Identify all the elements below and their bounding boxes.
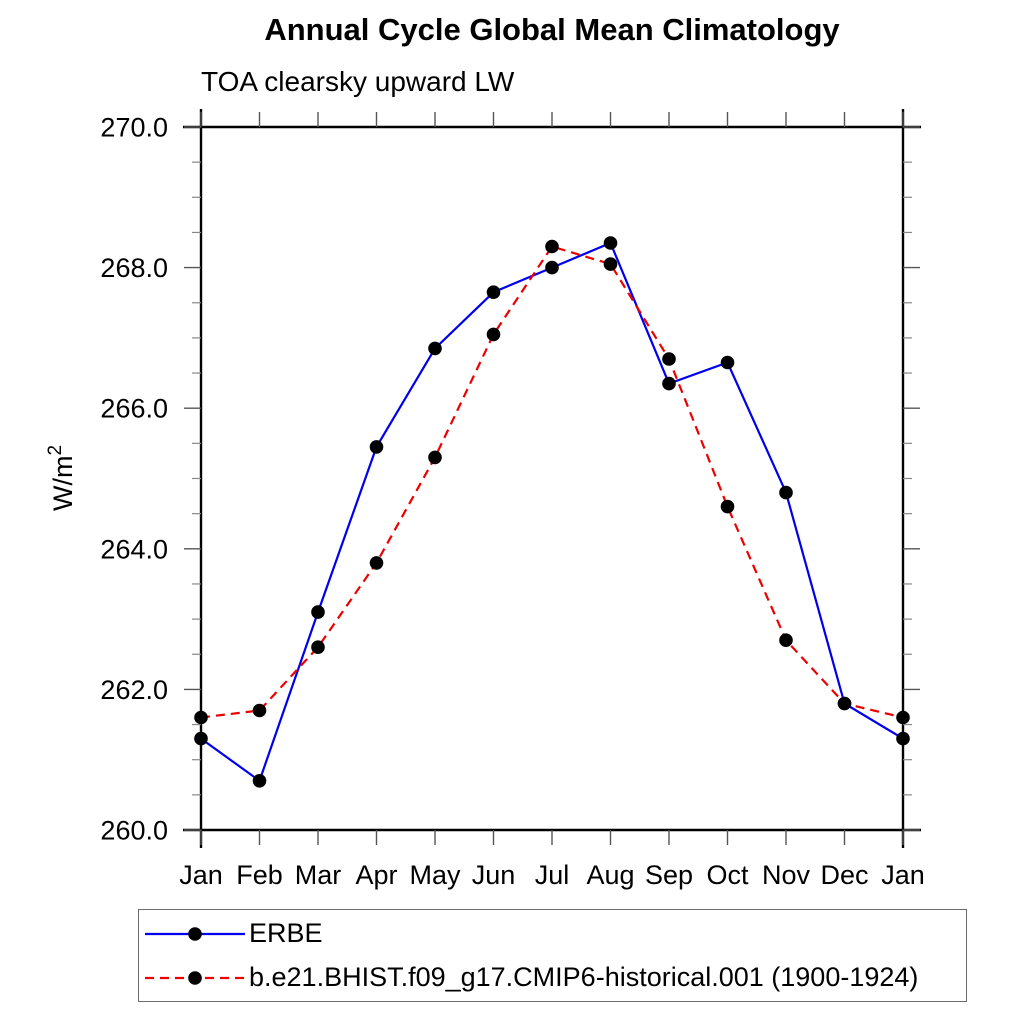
x-tick-label: Jan [179,860,223,890]
data-point-marker [896,731,910,746]
data-point-marker [779,485,793,500]
x-tick-label: Oct [706,860,749,890]
data-point-marker [486,327,501,342]
x-tick-label: May [409,860,461,890]
legend: ERBE b.e21.BHIST.f09_g17.CMIP6-historica… [138,909,967,1002]
x-tick-label: Apr [355,860,397,890]
y-axis-title: W/m2 [45,445,78,511]
data-point-marker [369,440,384,454]
y-axis-tick-labels: 260.0 262.0 264.0 266.0 268.0 270.0 [100,113,168,846]
data-point-marker [194,731,208,746]
x-tick-label: Feb [236,860,283,890]
data-point-marker [603,257,618,271]
data-point-marker [896,710,910,725]
data-point-marker [428,341,442,356]
legend-item-model: b.e21.BHIST.f09_g17.CMIP6-historical.001… [144,958,966,998]
chart-subtitle: TOA clearsky upward LW [201,66,515,97]
data-point-marker [311,640,325,654]
series-erbe [200,241,904,783]
data-point-marker [603,236,618,250]
data-point-marker [252,703,267,718]
y-tick-label: 268.0 [100,253,168,283]
x-axis-tick-labels: Jan Feb Mar Apr May Jun Jul Aug Sep Oct Nov Dec Jan [179,860,925,890]
data-point-marker [662,376,676,391]
y-axis-ticks [184,126,920,831]
data-point-marker [252,774,267,788]
data-point-marker [194,710,208,725]
data-point-marker [779,633,793,647]
data-point-marker [311,605,325,619]
legend-label-model: b.e21.BHIST.f09_g17.CMIP6-historical.001… [249,962,919,992]
x-tick-label: Jan [881,860,925,890]
axis-frame [183,109,921,848]
x-tick-label: Sep [645,860,693,890]
legend-label-erbe: ERBE [249,918,323,948]
data-point-marker [720,499,735,514]
series-markers-erbe [194,236,910,788]
legend-item-erbe: ERBE [144,914,966,954]
y-tick-label: 264.0 [100,534,168,564]
x-axis-ticks [200,112,904,845]
legend-sample-solid-line [145,926,245,941]
x-tick-label: Nov [762,860,811,890]
y-axis-title-text: W/m2 [45,445,78,511]
data-point-marker [720,355,735,370]
y-tick-label: 262.0 [100,675,168,705]
legend-marker-icon [188,926,202,941]
data-point-marker [662,352,676,366]
x-tick-label: Mar [295,860,342,890]
data-point-marker [837,696,852,711]
y-tick-label: 266.0 [100,394,168,424]
legend-sample-dashed-line [145,970,245,985]
data-point-marker [486,285,501,300]
x-tick-label: Jun [472,860,516,890]
y-tick-label: 270.0 [100,113,168,143]
legend-marker-icon [188,970,202,985]
series-markers-model [194,239,910,725]
y-tick-label: 260.0 [100,816,168,846]
data-point-marker [545,239,559,254]
x-tick-label: Aug [586,860,634,890]
data-point-marker [545,260,559,275]
x-tick-label: Jul [535,860,570,890]
series-line-erbe [200,241,904,783]
data-point-marker [369,556,384,570]
chart-title: Annual Cycle Global Mean Climatology [264,12,840,47]
x-tick-label: Dec [820,860,868,890]
data-point-marker [428,450,442,465]
